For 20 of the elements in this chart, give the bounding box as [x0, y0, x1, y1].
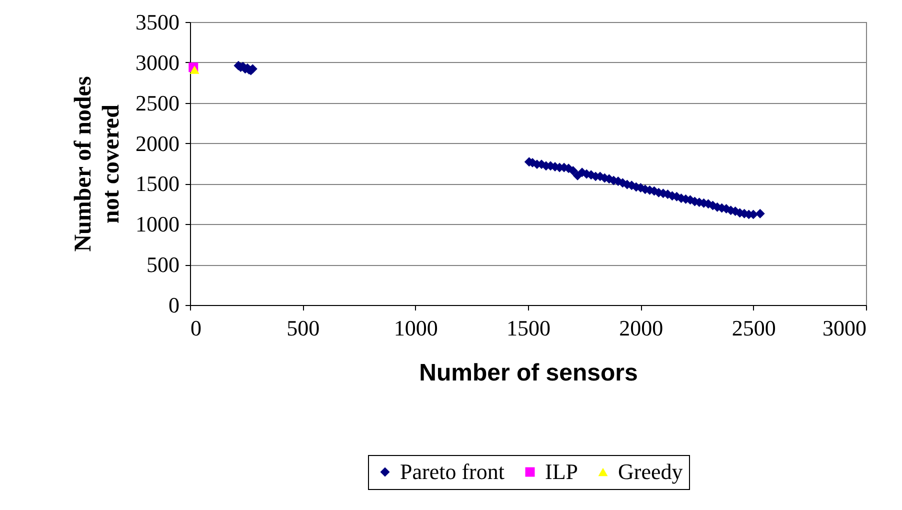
legend-label: Pareto front: [400, 459, 504, 484]
legend-label: ILP: [545, 459, 578, 484]
y-axis-title: Number of nodes not covered: [70, 76, 124, 252]
y-tick-label: 1500: [136, 171, 180, 196]
y-tick-label: 0: [168, 292, 180, 318]
x-tick-label: 2000: [619, 316, 664, 340]
y-tick-label: 2000: [136, 130, 180, 156]
y-tick-label: 3500: [136, 10, 180, 34]
x-tick-label: 2500: [732, 316, 776, 340]
legend-label: Greedy: [618, 459, 683, 484]
x-axis-title: Number of sensors: [419, 360, 638, 386]
y-tick-label: 3000: [136, 50, 180, 75]
x-tick-label: 0: [190, 316, 202, 340]
y-tick-label: 1000: [136, 212, 180, 237]
x-tick-label: 3000: [822, 316, 866, 340]
y-tick-label: 500: [146, 252, 180, 278]
y-tick-label: 2500: [136, 90, 180, 116]
x-tick-label: 500: [286, 316, 320, 340]
x-tick-label: 1500: [506, 316, 550, 340]
x-tick-label: 1000: [394, 316, 438, 340]
